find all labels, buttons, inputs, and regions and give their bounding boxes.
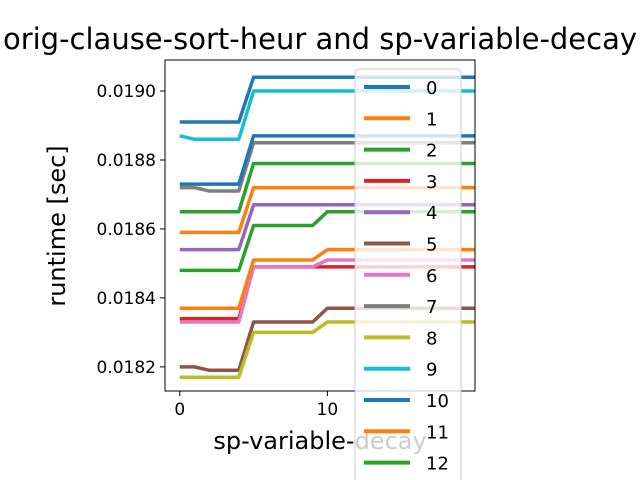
plot-frame: [164, 59, 476, 392]
legend-label-4: 4: [426, 203, 437, 224]
legend-label-10: 10: [426, 391, 449, 412]
legend-label-2: 2: [426, 141, 437, 162]
legend-label-3: 3: [426, 172, 437, 193]
y-axis-label: runtime [sec]: [43, 145, 71, 306]
legend-label-8: 8: [426, 328, 437, 349]
x-tick-label: 10: [317, 400, 339, 420]
legend-label-11: 11: [426, 422, 449, 443]
legend-label-0: 0: [426, 78, 437, 99]
legend-label-5: 5: [426, 235, 437, 256]
y-tick-label: 0.0182: [97, 358, 156, 378]
legend-label-9: 9: [426, 360, 437, 381]
legend-label-12: 12: [426, 454, 449, 475]
y-tick-label: 0.0190: [97, 82, 156, 102]
legend-label-1: 1: [426, 109, 437, 130]
y-tick-label: 0.0188: [97, 151, 156, 171]
x-tick-label: 0: [174, 400, 185, 420]
y-tick-label: 0.0186: [97, 220, 156, 240]
legend-label-7: 7: [426, 297, 437, 318]
chart-title: orig-clause-sort-heur and sp-variable-de…: [3, 22, 637, 56]
y-tick-label: 0.0184: [97, 289, 156, 309]
legend-label-6: 6: [426, 266, 437, 287]
